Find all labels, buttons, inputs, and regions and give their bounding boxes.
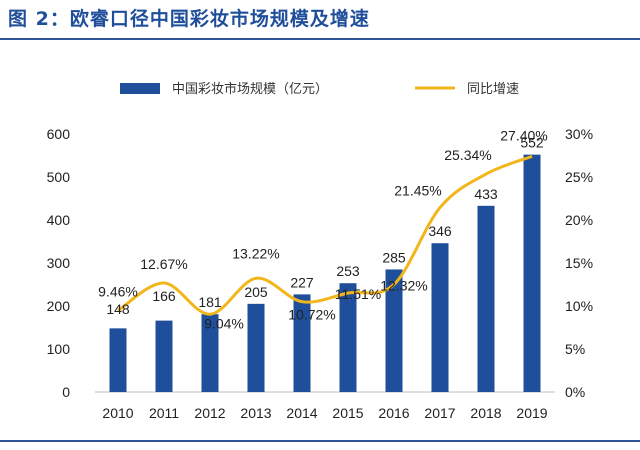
x-axis: 2010 2011 2012 2013 2014 2015 2016 2017 2018 2019 bbox=[95, 391, 555, 421]
bar bbox=[523, 154, 541, 392]
y-right-tick-label: 0% bbox=[565, 384, 585, 400]
line-value-label: 12.32% bbox=[380, 278, 427, 294]
y-right-tick-label: 25% bbox=[565, 169, 593, 185]
bar-value-label: 285 bbox=[382, 249, 406, 265]
x-tick-label: 2011 bbox=[149, 405, 179, 421]
bottom-divider bbox=[0, 440, 640, 442]
line-value-label: 10.72% bbox=[288, 307, 335, 323]
line-value-label: 13.22% bbox=[232, 245, 279, 261]
y-right-tick-label: 5% bbox=[565, 341, 585, 357]
left-axis: 0 100 200 300 400 500 600 bbox=[47, 126, 71, 400]
bar-value-label: 552 bbox=[520, 135, 544, 151]
x-tick-label: 2014 bbox=[286, 405, 317, 421]
line-value-label: 21.45% bbox=[394, 183, 441, 199]
title-divider bbox=[0, 38, 640, 40]
legend-line-label: 同比增速 bbox=[467, 82, 519, 97]
bar bbox=[155, 320, 173, 392]
line-value-label: 9.46% bbox=[98, 284, 138, 300]
bar bbox=[201, 314, 219, 392]
bar bbox=[339, 283, 357, 392]
line-value-label: 25.34% bbox=[444, 147, 491, 163]
x-tick-label: 2015 bbox=[332, 405, 363, 421]
bar-value-label: 205 bbox=[244, 284, 268, 300]
bar bbox=[431, 243, 449, 392]
bar bbox=[293, 294, 311, 392]
line-data-labels: 9.46%12.67% 9.04% 13.22% 10.72%11.51%12.32%… bbox=[98, 127, 548, 331]
bar bbox=[477, 205, 495, 392]
bar-value-label: 346 bbox=[428, 223, 452, 239]
bar-value-label: 148 bbox=[106, 301, 130, 317]
y-left-tick-label: 500 bbox=[47, 169, 71, 185]
line-value-label: 11.51% bbox=[335, 286, 381, 302]
chart-legend: 中国彩妆市场规模（亿元） 同比增速 bbox=[120, 81, 519, 97]
x-tick-label: 2012 bbox=[194, 405, 225, 421]
y-right-tick-label: 30% bbox=[565, 126, 593, 142]
y-right-tick-label: 10% bbox=[565, 298, 593, 314]
y-left-tick-label: 400 bbox=[47, 212, 71, 228]
bar bbox=[385, 269, 403, 392]
growth-line-series bbox=[117, 154, 533, 316]
y-left-tick-label: 600 bbox=[47, 126, 71, 142]
bar-series bbox=[109, 154, 541, 392]
y-left-tick-label: 100 bbox=[47, 341, 71, 357]
line-value-label: 12.67% bbox=[140, 256, 187, 272]
x-tick-label: 2017 bbox=[424, 405, 455, 421]
bar-data-labels: 148 166 181 205 227 253 285 346 433 552 bbox=[106, 135, 544, 317]
y-right-tick-label: 15% bbox=[565, 255, 593, 271]
legend-bar-label: 中国彩妆市场规模（亿元） bbox=[172, 81, 328, 97]
bar-value-label: 181 bbox=[198, 294, 222, 310]
bar-value-label: 166 bbox=[152, 288, 176, 304]
x-tick-label: 2013 bbox=[240, 405, 271, 421]
legend-bar-swatch bbox=[120, 83, 160, 94]
y-left-tick-label: 0 bbox=[62, 384, 70, 400]
line-value-label: 9.04% bbox=[204, 315, 244, 331]
x-tick-label: 2018 bbox=[470, 405, 501, 421]
page-title: 图 2：欧睿口径中国彩妆市场规模及增速 bbox=[8, 8, 370, 30]
x-tick-label: 2019 bbox=[516, 405, 547, 421]
growth-line bbox=[117, 154, 533, 316]
right-axis: 0% 5% 10% 15% 20% 25% 30% bbox=[565, 126, 593, 400]
bar-value-label: 227 bbox=[290, 274, 314, 290]
y-right-tick-label: 20% bbox=[565, 212, 593, 228]
bar-value-label: 253 bbox=[336, 263, 360, 279]
y-left-tick-label: 200 bbox=[47, 298, 71, 314]
line-value-label: 27.40% bbox=[500, 127, 547, 143]
bar-value-label: 433 bbox=[474, 186, 498, 202]
bar bbox=[109, 328, 127, 392]
x-tick-label: 2010 bbox=[102, 405, 133, 421]
bar bbox=[247, 303, 265, 392]
y-left-tick-label: 300 bbox=[47, 255, 71, 271]
x-tick-label: 2016 bbox=[378, 405, 409, 421]
